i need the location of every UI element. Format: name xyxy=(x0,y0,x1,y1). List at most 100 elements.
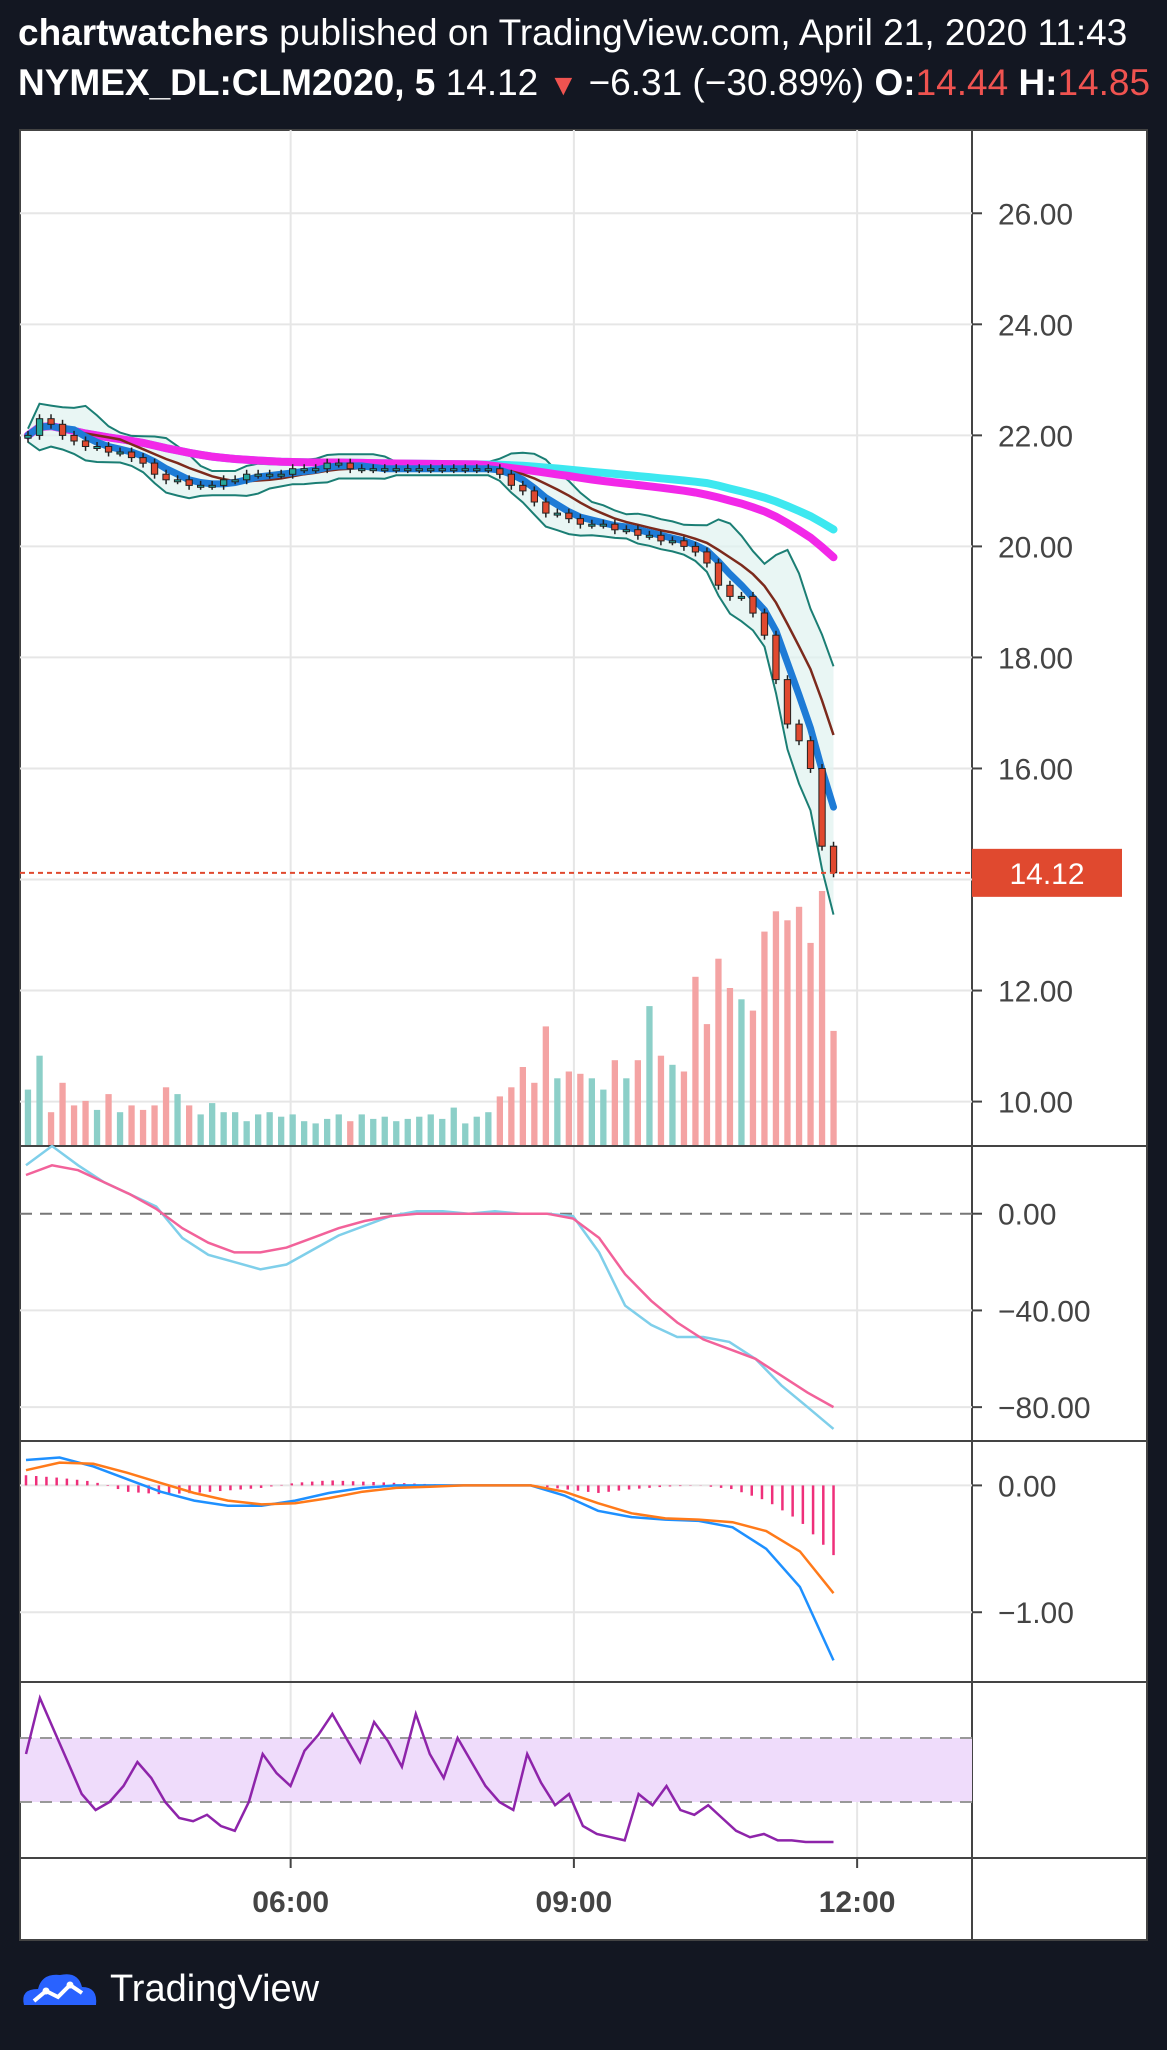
volume-bar xyxy=(784,920,791,1146)
volume-bar xyxy=(427,1114,434,1146)
candle-body xyxy=(829,845,838,874)
candle-body xyxy=(162,473,170,481)
candle-body xyxy=(634,529,642,536)
volume-bar xyxy=(646,1006,653,1146)
change-value: −6.31 (−30.89%) xyxy=(588,62,865,103)
volume-bar xyxy=(565,1071,572,1146)
volume-bar xyxy=(128,1105,135,1146)
volume-bar xyxy=(47,1112,55,1146)
candle-body xyxy=(116,451,124,455)
volume-bar xyxy=(772,911,780,1146)
volume-bar xyxy=(531,1082,538,1146)
candle-body xyxy=(312,468,320,472)
volume-bar xyxy=(473,1116,480,1146)
candle-body xyxy=(726,584,734,597)
signal-line xyxy=(25,1461,835,1594)
candle-body xyxy=(806,740,815,770)
volume-bar xyxy=(462,1123,469,1146)
last-value: 14.12 xyxy=(445,62,539,103)
volume-bar xyxy=(347,1121,354,1146)
volume-bar xyxy=(312,1123,319,1146)
high-label: H: xyxy=(1018,62,1058,103)
candle-body xyxy=(104,446,113,453)
candle-body xyxy=(760,612,769,636)
candle-body xyxy=(611,523,619,531)
candle-body xyxy=(93,446,101,449)
candle-body xyxy=(277,473,285,477)
volume-bar xyxy=(36,1055,43,1146)
published-text: published on TradingView.com, April 21, … xyxy=(279,12,1128,53)
candle-body xyxy=(358,468,366,472)
volume-bar xyxy=(232,1112,239,1146)
candle-body xyxy=(496,468,504,475)
candle-body xyxy=(381,468,389,472)
last-price-label: 14.12 xyxy=(1009,858,1084,891)
volume-bar xyxy=(404,1118,411,1146)
candle-body xyxy=(369,468,377,472)
last-price-badge xyxy=(972,848,1122,897)
volume-bar xyxy=(830,1030,837,1146)
symbol-label[interactable]: NYMEX_DL:CLM2020, 5 xyxy=(18,62,436,103)
volume-bar xyxy=(669,1064,676,1146)
header-line-2: NYMEX_DL:CLM2020, 5 14.12 ▼ −6.31 (−30.8… xyxy=(18,62,1150,104)
volume-bar xyxy=(278,1116,285,1146)
volume-bar xyxy=(519,1067,526,1146)
volume-bar xyxy=(542,1026,549,1146)
candle-body xyxy=(427,468,435,472)
price-tick-label: 26.00 xyxy=(998,198,1073,231)
candle-body xyxy=(795,723,803,742)
candle-body xyxy=(150,462,159,475)
bollinger-lower-line xyxy=(27,441,835,915)
candle-body xyxy=(461,468,469,472)
volume-bar xyxy=(335,1114,342,1146)
volume-bar xyxy=(70,1105,78,1146)
volume-bar xyxy=(324,1118,331,1146)
volume-bar xyxy=(496,1096,503,1146)
volume-bar xyxy=(726,988,734,1146)
ma-magenta-line xyxy=(24,422,838,562)
candle-body xyxy=(703,551,711,564)
volume-bar xyxy=(450,1107,457,1146)
author-name[interactable]: chartwatchers xyxy=(18,12,269,53)
candle-body xyxy=(542,501,550,514)
volume-bar xyxy=(301,1121,308,1146)
candle-body xyxy=(749,595,757,614)
candle-body xyxy=(450,468,458,472)
volume-bar xyxy=(162,1087,170,1146)
candle-body xyxy=(645,534,654,538)
macd-tick-label: −1.00 xyxy=(998,1597,1074,1630)
time-tick-label: 06:00 xyxy=(252,1886,329,1919)
price-tick-label: 18.00 xyxy=(998,642,1073,675)
price-tick-label: 10.00 xyxy=(998,1087,1073,1120)
time-tick-label: 09:00 xyxy=(536,1886,613,1919)
candle-body xyxy=(139,457,147,464)
candle-body xyxy=(208,484,216,488)
footer-brand[interactable]: TradingView xyxy=(110,1967,320,2010)
volume-bar xyxy=(416,1116,423,1146)
candle-body xyxy=(81,440,90,447)
time-tick-label: 12:00 xyxy=(819,1886,896,1919)
candle-body xyxy=(553,512,562,516)
candle-body xyxy=(519,484,527,492)
volume-bar xyxy=(220,1112,227,1146)
candle-body xyxy=(70,434,78,442)
tradingview-logo-icon[interactable] xyxy=(20,1965,100,2013)
candle-body xyxy=(657,534,665,542)
footer: TradingView xyxy=(20,1965,319,2013)
volume-bar xyxy=(24,1089,32,1146)
volume-bar xyxy=(623,1078,630,1146)
volume-bar xyxy=(174,1094,181,1146)
candle-body xyxy=(576,518,585,525)
price-tick-label: 22.00 xyxy=(998,420,1073,453)
candle-body xyxy=(714,562,723,586)
rsi-line xyxy=(24,1694,834,1844)
volume-bar xyxy=(186,1105,193,1146)
volume-bar xyxy=(680,1071,688,1146)
volume-bar xyxy=(818,891,826,1146)
candle-body xyxy=(346,462,354,470)
oscillator-tick-label: 0.00 xyxy=(998,1199,1056,1232)
candle-body xyxy=(173,479,182,483)
high-value: 14.85 xyxy=(1057,62,1151,103)
candle-body xyxy=(530,490,539,503)
